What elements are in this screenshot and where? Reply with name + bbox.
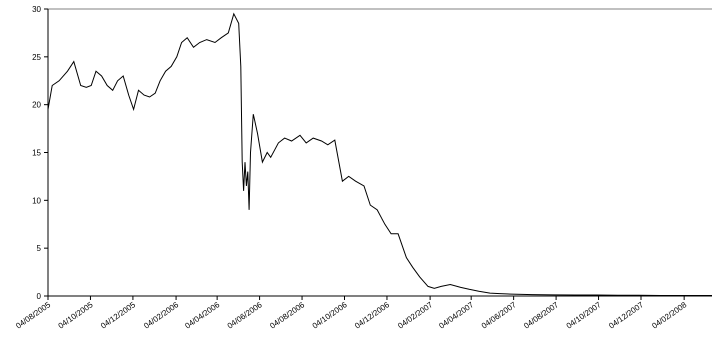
x-tick-label: 04/10/2005: [57, 300, 95, 331]
x-tick-label: 04/06/2007: [480, 300, 518, 331]
x-axis: 04/08/2005 04/10/2005 04/12/2005 04/02/2006…: [14, 295, 712, 331]
series-line: [47, 12, 712, 296]
y-tick-label: 30: [32, 5, 41, 14]
x-tick-label: 04/08/2006: [268, 300, 306, 331]
y-tick-label: 20: [32, 101, 41, 110]
y-tick-label: 0: [37, 292, 42, 301]
x-tick-label: 04/08/2005: [14, 300, 52, 331]
x-tick-label: 04/02/2006: [142, 300, 180, 331]
x-tick-label: 04/02/2007: [396, 300, 434, 331]
y-tick-label: 25: [32, 53, 41, 62]
x-tick-label: 04/12/2007: [607, 300, 645, 331]
y-tick-label: 5: [37, 244, 42, 253]
y-axis: 0 5 10 15 20 25 30: [32, 5, 49, 301]
x-tick-label: 04/02/2008: [650, 300, 688, 331]
y-tick-label: 10: [32, 196, 41, 205]
x-tick-label: 04/04/2007: [437, 300, 475, 331]
x-tick-label: 04/10/2006: [311, 300, 349, 331]
x-tick-label: 04/10/2007: [565, 300, 603, 331]
x-tick-label: 04/08/2007: [522, 300, 560, 331]
x-tick-label: 04/04/2006: [183, 300, 221, 331]
x-tick-label: 04/06/2006: [226, 300, 264, 331]
x-tick-label: 04/12/2005: [99, 300, 137, 331]
y-tick-label: 15: [32, 149, 41, 158]
x-tick-label: 04/12/2006: [353, 300, 391, 331]
